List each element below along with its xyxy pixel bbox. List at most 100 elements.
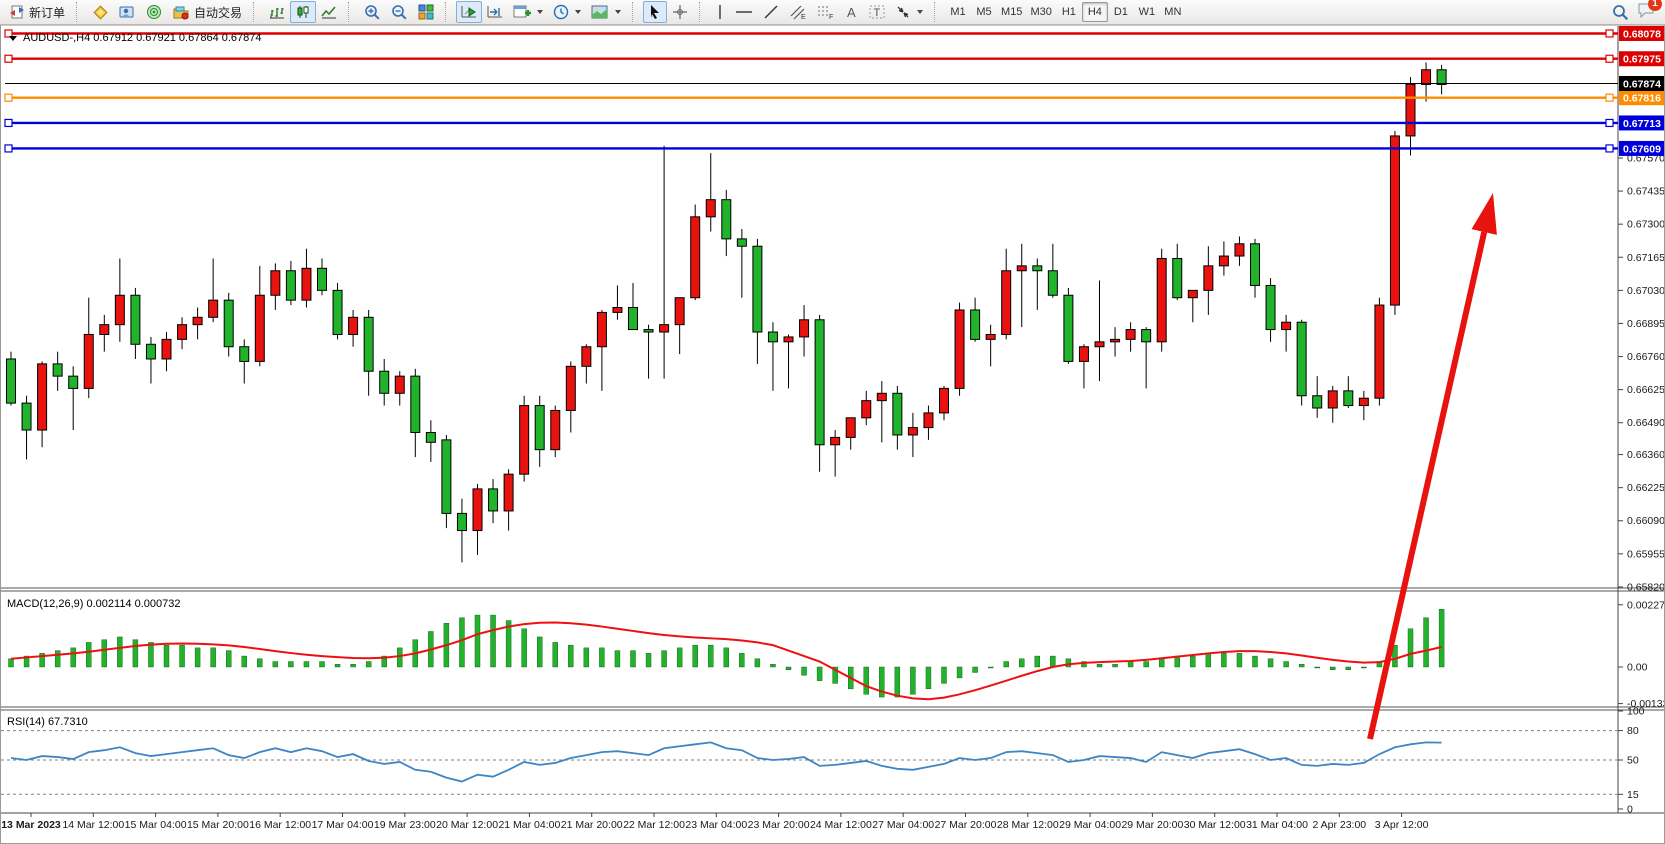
- macd-signal-line: [10, 621, 1442, 701]
- period-button[interactable]: [548, 1, 586, 23]
- line-chart-button[interactable]: [316, 1, 342, 23]
- macd-histogram-bar: [925, 666, 932, 690]
- timeframe-button-d1[interactable]: D1: [1113, 6, 1128, 18]
- new-chart-button[interactable]: [508, 1, 548, 23]
- notifications-button[interactable]: 1: [1637, 0, 1662, 23]
- timeframe-button-m30[interactable]: M30: [1030, 6, 1052, 18]
- line-handle[interactable]: [1605, 54, 1614, 63]
- candle-body: [1389, 135, 1400, 306]
- trend-arrow-object[interactable]: [1367, 193, 1497, 740]
- candle-body: [628, 307, 638, 331]
- horizontal-line-tool[interactable]: [730, 1, 758, 23]
- candle-body: [1063, 294, 1074, 362]
- candle-body: [145, 343, 156, 360]
- timeframe-button-mn[interactable]: MN: [1164, 6, 1182, 18]
- new-order-icon: [10, 5, 24, 19]
- line-chart-icon: [321, 6, 337, 19]
- macd-histogram-bar: [801, 666, 807, 676]
- one-click-trading-toggle-icon[interactable]: [9, 35, 17, 41]
- tile-windows-button[interactable]: [413, 1, 439, 23]
- price-label-box: 0.67975: [1619, 51, 1664, 67]
- candle-body: [130, 294, 141, 345]
- text-tool[interactable]: A: [840, 1, 864, 23]
- macd-histogram-bar: [303, 661, 310, 668]
- crosshair-button[interactable]: [667, 1, 693, 23]
- new-chart-icon: [513, 5, 532, 18]
- fibonacci-tool[interactable]: F: [812, 1, 840, 23]
- text-label-tool[interactable]: T: [864, 1, 890, 23]
- horizontal-line-object[interactable]: [4, 93, 1618, 102]
- zoom-out-icon: [392, 4, 407, 20]
- candle-body: [954, 309, 965, 389]
- data-window-button[interactable]: [141, 1, 167, 23]
- timeframe-button-m5[interactable]: M5: [976, 6, 992, 18]
- time-axis[interactable]: 13 Mar 2023 14 Mar 12:00 15 Mar 04:00 15 Ma…: [1, 813, 1429, 831]
- price-axis[interactable]: 0.675700.674350.673000.671650.670300.668…: [1618, 153, 1664, 816]
- pane-separator[interactable]: [1, 706, 1664, 711]
- horizontal-line-object[interactable]: [4, 144, 1618, 153]
- arrows-tool[interactable]: [890, 1, 928, 23]
- toolbar-separator: [632, 2, 639, 22]
- time-tick-label: 21 Mar 04:00: [498, 819, 560, 831]
- line-handle[interactable]: [1605, 29, 1614, 38]
- zoom-in-button[interactable]: [359, 1, 386, 23]
- new-order-button[interactable]: 新订单: [4, 1, 70, 23]
- line-handle[interactable]: [4, 29, 13, 38]
- bar-chart-button[interactable]: [264, 1, 290, 23]
- candlestick-series: [6, 62, 1447, 563]
- line-handle[interactable]: [4, 118, 13, 128]
- horizontal-line-object[interactable]: [4, 29, 1618, 38]
- line-handle[interactable]: [1605, 118, 1614, 128]
- trendline-tool[interactable]: [758, 1, 784, 23]
- vertical-line-tool[interactable]: [710, 1, 730, 23]
- autotrading-button[interactable]: 自动交易: [167, 1, 247, 23]
- chart-shift-button[interactable]: [482, 1, 508, 23]
- candle-body: [1312, 395, 1323, 409]
- templates-button[interactable]: [586, 1, 626, 23]
- timeframe-button-h1[interactable]: H1: [1061, 6, 1076, 18]
- market-watch-icon: [93, 5, 108, 20]
- horizontal-line-object[interactable]: [4, 54, 1618, 63]
- macd-indicator-label: MACD(12,26,9) 0.002114 0.000732: [7, 598, 181, 610]
- autoscroll-button[interactable]: [456, 1, 483, 23]
- candle-body: [1436, 69, 1447, 85]
- market-watch-button[interactable]: [87, 1, 113, 23]
- pane-separator[interactable]: [1, 587, 1664, 592]
- candlestick-chart-button[interactable]: [290, 1, 317, 23]
- candle-body: [659, 324, 670, 333]
- timeframe-button-m15[interactable]: M15: [1001, 6, 1023, 18]
- time-tick-label: 13 Mar 2023: [1, 819, 61, 831]
- timeframe-button-h4[interactable]: H4: [1081, 2, 1108, 22]
- macd-histogram-bar: [552, 642, 558, 668]
- candle-body: [503, 473, 514, 512]
- price-label-box: 0.67713: [1619, 115, 1664, 131]
- search-icon[interactable]: [1612, 4, 1629, 21]
- candle-body: [1405, 83, 1416, 137]
- timeframe-button-w1[interactable]: W1: [1138, 6, 1156, 18]
- price-tick-label: 0.65955: [1627, 548, 1664, 560]
- horizontal-line-object[interactable]: [4, 118, 1618, 128]
- macd-histogram-bar: [630, 650, 636, 668]
- macd-histogram-bar: [132, 639, 139, 668]
- autotrading-icon: [173, 6, 189, 20]
- line-handle[interactable]: [4, 93, 13, 102]
- macd-histogram-bar: [1252, 655, 1258, 668]
- macd-histogram-bar: [894, 666, 901, 698]
- macd-histogram-bar: [179, 644, 185, 668]
- line-handle[interactable]: [4, 54, 13, 63]
- timeframe-button-m1[interactable]: M1: [950, 6, 966, 18]
- line-handle[interactable]: [1605, 93, 1614, 102]
- chart-title[interactable]: AUDUSD-,H4 0.67912 0.67921 0.67864 0.678…: [9, 32, 262, 44]
- equidistant-channel-tool[interactable]: E: [784, 1, 812, 23]
- candle-body: [488, 488, 499, 512]
- zoom-out-button[interactable]: [386, 1, 413, 23]
- time-tick-label: 2 Apr 23:00: [1312, 819, 1366, 831]
- price-label-box: 0.67874: [1619, 75, 1664, 91]
- navigator-button[interactable]: [113, 1, 141, 23]
- line-handle[interactable]: [1605, 144, 1614, 153]
- templates-icon: [591, 5, 608, 19]
- text-label-icon: T: [869, 5, 885, 19]
- line-handle[interactable]: [4, 144, 13, 153]
- chart-canvas[interactable]: 0.675700.674350.673000.671650.670300.668…: [1, 26, 1664, 843]
- cursor-button[interactable]: [643, 1, 668, 23]
